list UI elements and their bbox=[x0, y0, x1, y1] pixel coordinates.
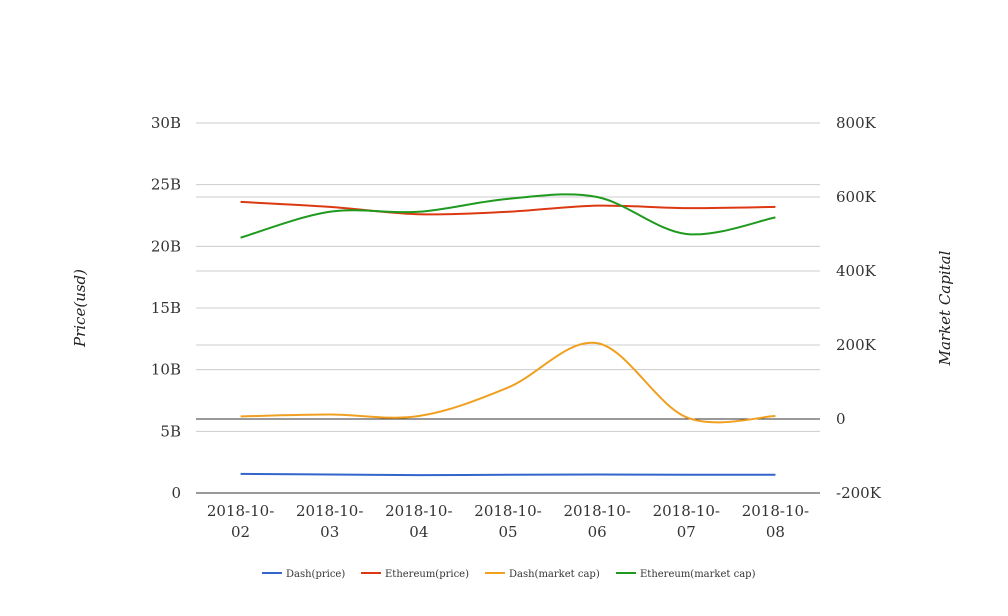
y-left-tick-label: 0 bbox=[171, 484, 181, 502]
y-right-tick-label: 200K bbox=[836, 336, 877, 354]
y-right-tick-label: 400K bbox=[836, 262, 877, 280]
legend-label: Dash(price) bbox=[286, 569, 345, 580]
legend-label: Ethereum(price) bbox=[385, 569, 469, 580]
y-axis-left-title: Price(usd) bbox=[71, 269, 89, 348]
axes bbox=[196, 418, 820, 494]
y-left-tick-label: 25B bbox=[151, 176, 181, 194]
x-tick-label: 2018-10-03 bbox=[296, 502, 363, 541]
y-axis-right-title: Market Capital bbox=[936, 250, 954, 366]
legend: Dash(price) Ethereum(price) Dash(market ca… bbox=[262, 569, 756, 580]
legend-item[interactable]: Dash(price) bbox=[262, 569, 345, 580]
series-lines bbox=[240, 193, 776, 477]
series-line-ethereum-market-cap bbox=[240, 193, 776, 239]
legend-label: Ethereum(market cap) bbox=[640, 569, 756, 580]
y-right-tick-label: 600K bbox=[836, 188, 877, 206]
x-tick-label: 2018-10-06 bbox=[563, 502, 630, 541]
y-left-tick-label: 20B bbox=[151, 237, 181, 255]
x-tick-label: 2018-10-02 bbox=[207, 502, 274, 541]
legend-label: Dash(market cap) bbox=[509, 569, 600, 580]
series-line-dash-price bbox=[240, 472, 776, 477]
legend-item[interactable]: Ethereum(market cap) bbox=[616, 569, 756, 580]
y-right-tick-label: -200K bbox=[836, 484, 882, 502]
legend-item[interactable]: Dash(market cap) bbox=[485, 569, 600, 580]
y-left-tick-label: 10B bbox=[151, 361, 181, 379]
y-left-tick-label: 15B bbox=[151, 299, 181, 317]
tick-labels: 0 5B 10B 15B 20B 25B 30B -200K 0 200K 400K 600K 800K… bbox=[151, 114, 882, 541]
y-right-tick-label: 800K bbox=[836, 114, 877, 132]
x-tick-label: 2018-10-05 bbox=[474, 502, 541, 541]
grid-lines bbox=[196, 122, 820, 432]
y-left-tick-label: 5B bbox=[160, 422, 181, 440]
y-left-tick-label: 30B bbox=[151, 114, 181, 132]
x-tick-label: 2018-10-07 bbox=[653, 502, 720, 541]
x-tick-label: 2018-10-08 bbox=[742, 502, 809, 541]
legend-item[interactable]: Ethereum(price) bbox=[361, 569, 469, 580]
series-line-ethereum-price bbox=[240, 200, 776, 216]
x-tick-label: 2018-10-04 bbox=[385, 502, 452, 541]
series-line-dash-market-cap bbox=[240, 341, 776, 424]
y-right-tick-label: 0 bbox=[836, 410, 846, 428]
